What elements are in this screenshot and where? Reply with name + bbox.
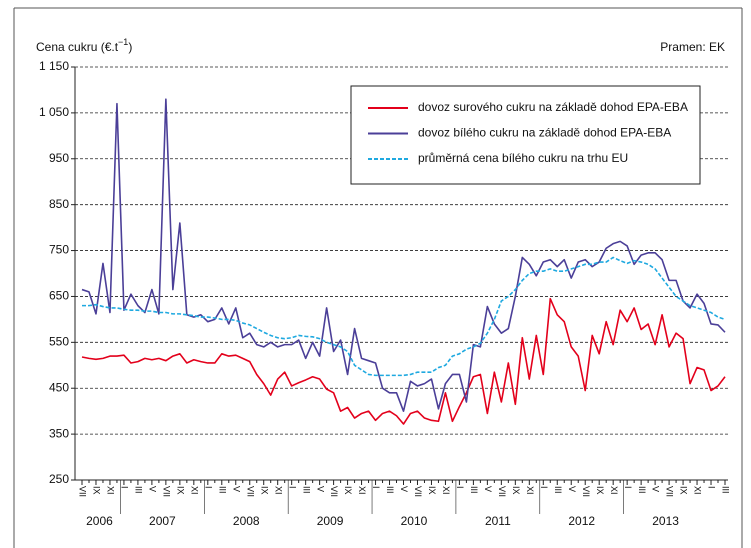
legend-label: průměrná cena bílého cukru na trhu EU	[418, 151, 628, 165]
x-tick-label: V	[567, 486, 577, 492]
x-tick-label: I	[371, 486, 381, 489]
x-tick-label: VII	[245, 486, 255, 497]
y-tick-label: 1 150	[39, 59, 69, 73]
y-tick-label: 350	[49, 426, 69, 440]
y-tick-label: 1 050	[39, 105, 69, 119]
x-tick-label: I	[120, 486, 130, 489]
x-tick-label: I	[707, 486, 717, 489]
x-tick-label: III	[469, 486, 479, 494]
x-tick-label: VII	[581, 486, 591, 497]
legend-box	[350, 85, 701, 185]
y-tick-label: 950	[49, 151, 69, 165]
y-tick-label: 550	[49, 335, 69, 349]
x-tick-label: V	[231, 486, 241, 492]
x-tick-label: V	[483, 486, 493, 492]
y-tick-label: 650	[49, 289, 69, 303]
x-tick-label: XI	[609, 486, 619, 495]
x-tick-label: VII	[665, 486, 675, 497]
y-axis-label-sup: −1	[118, 37, 128, 47]
series-line	[82, 256, 726, 377]
x-tick-label: XI	[189, 486, 199, 495]
x-tick-label: IX	[427, 486, 437, 495]
x-tick-label: XI	[273, 486, 283, 495]
x-tick-label: XI	[693, 486, 703, 495]
year-label: 2006	[86, 514, 113, 528]
x-tick-label: IX	[343, 486, 353, 495]
y-tick-label: 850	[49, 197, 69, 211]
year-label: 2008	[233, 514, 260, 528]
x-tick-label: IX	[259, 486, 269, 495]
series-line	[81, 297, 726, 425]
source: Pramen: EK	[660, 40, 725, 54]
year-label: 2010	[401, 514, 428, 528]
x-tick-label: I	[287, 486, 297, 489]
x-tick-label: III	[637, 486, 647, 494]
x-tick-label: IX	[175, 486, 185, 495]
x-tick-label: XI	[525, 486, 535, 495]
x-tick-label: IX	[595, 486, 605, 495]
y-axis-label-suffix: )	[128, 40, 132, 54]
x-tick-label: I	[203, 486, 213, 489]
x-tick-label: IX	[92, 486, 102, 495]
y-tick-label: 750	[49, 243, 69, 257]
x-tick-label: III	[301, 486, 311, 494]
year-label: 2013	[652, 514, 679, 528]
year-label: 2012	[568, 514, 595, 528]
x-tick-label: VII	[497, 486, 507, 497]
x-tick-label: III	[553, 486, 563, 494]
x-tick-label: V	[651, 486, 661, 492]
x-tick-label: V	[315, 486, 325, 492]
x-tick-label: III	[217, 486, 227, 494]
x-tick-label: V	[148, 486, 158, 492]
x-tick-label: IX	[511, 486, 521, 495]
year-label: 2011	[485, 514, 511, 528]
x-tick-label: III	[134, 486, 144, 494]
y-axis-label: Cena cukru (€.t−1)	[36, 37, 132, 54]
x-tick-label: XI	[357, 486, 367, 495]
x-tick-label: VII	[78, 486, 88, 497]
x-tick-label: III	[721, 486, 731, 494]
x-tick-label: V	[399, 486, 409, 492]
x-tick-label: VII	[161, 486, 171, 497]
legend-label: dovoz surového cukru na základě dohod EP…	[418, 100, 688, 114]
x-tick-label: I	[539, 486, 549, 489]
year-label: 2009	[317, 514, 344, 528]
x-tick-label: I	[623, 486, 633, 489]
x-tick-label: VII	[413, 486, 423, 497]
y-tick-label: 450	[49, 380, 69, 394]
x-tick-label: VII	[329, 486, 339, 497]
y-axis-label-text: Cena cukru (€.t	[36, 40, 119, 54]
x-tick-label: I	[455, 486, 465, 489]
y-tick-label: 250	[49, 472, 69, 486]
x-tick-label: IX	[679, 486, 689, 495]
x-tick-label: XI	[106, 486, 116, 495]
year-label: 2007	[149, 514, 176, 528]
x-tick-label: III	[385, 486, 395, 494]
x-tick-label: XI	[441, 486, 451, 495]
legend-label: dovoz bílého cukru na základě dohod EPA-…	[418, 126, 671, 140]
